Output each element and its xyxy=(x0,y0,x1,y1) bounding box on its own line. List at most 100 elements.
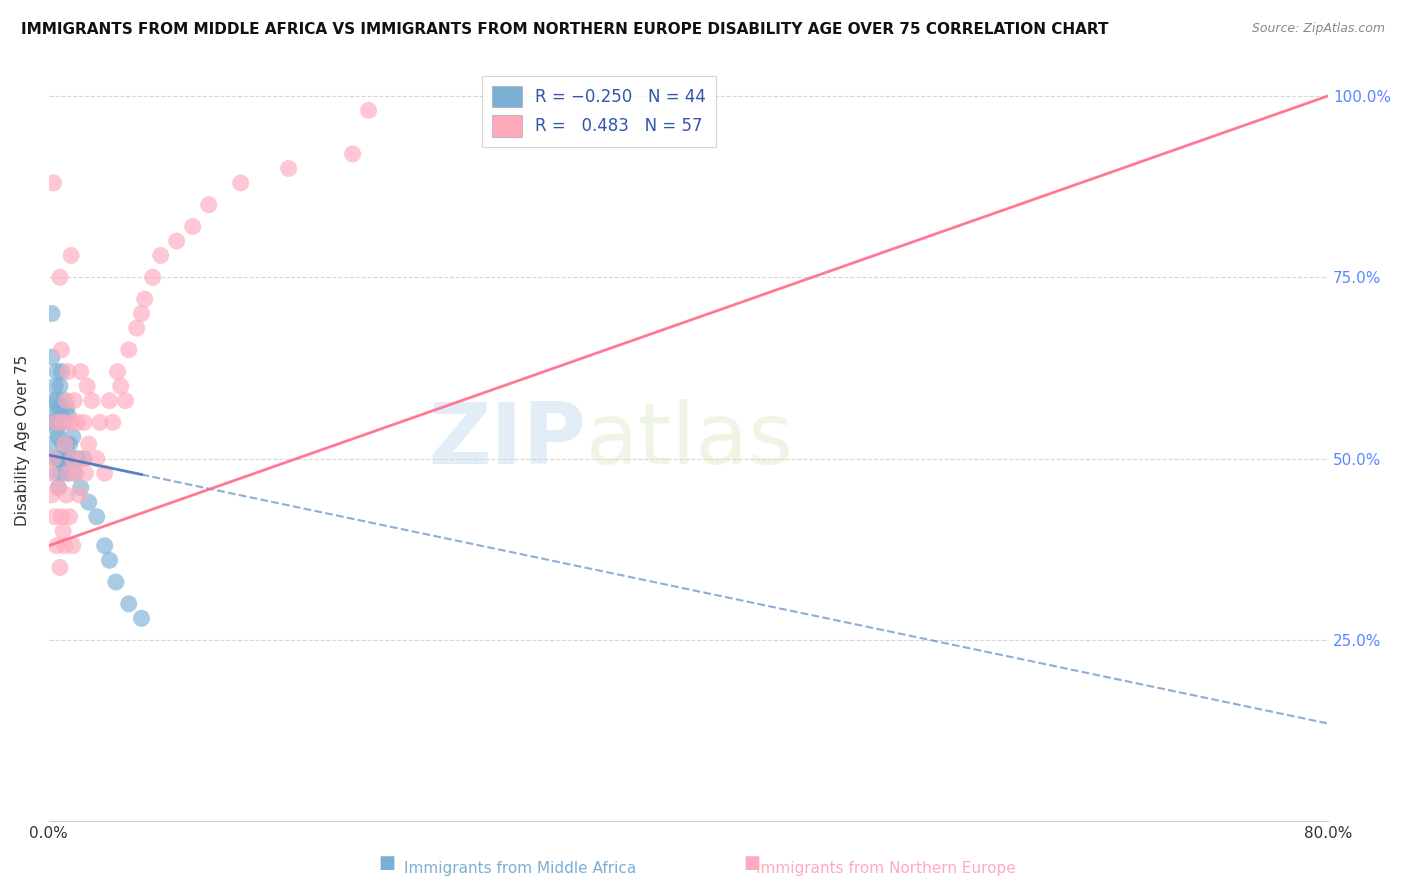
Point xyxy=(52,393,75,408)
Point xyxy=(277,161,299,176)
Point xyxy=(69,481,91,495)
Point xyxy=(45,365,67,379)
Point xyxy=(41,350,63,364)
Point xyxy=(49,451,72,466)
Point xyxy=(52,437,75,451)
Point xyxy=(52,416,75,430)
Point xyxy=(53,451,76,466)
Point xyxy=(44,451,66,466)
Point xyxy=(44,509,66,524)
Point xyxy=(39,466,62,480)
Point xyxy=(60,248,83,262)
Point xyxy=(104,574,127,589)
Point xyxy=(93,466,115,480)
Text: Immigrants from Middle Africa: Immigrants from Middle Africa xyxy=(404,861,637,876)
Point xyxy=(52,524,75,539)
Point xyxy=(98,553,121,567)
Point xyxy=(114,393,136,408)
Point xyxy=(66,451,89,466)
Text: IMMIGRANTS FROM MIDDLE AFRICA VS IMMIGRANTS FROM NORTHERN EUROPE DISABILITY AGE : IMMIGRANTS FROM MIDDLE AFRICA VS IMMIGRA… xyxy=(21,22,1108,37)
Point xyxy=(118,343,141,357)
Point xyxy=(42,393,65,408)
Point xyxy=(73,451,96,466)
Point xyxy=(55,437,77,451)
Point xyxy=(131,307,153,321)
Text: ZIP: ZIP xyxy=(429,399,586,482)
Point xyxy=(45,539,67,553)
Point xyxy=(110,379,132,393)
Point xyxy=(45,423,67,437)
Point xyxy=(89,416,111,430)
Legend: R = −0.250   N = 44, R =   0.483   N = 57: R = −0.250 N = 44, R = 0.483 N = 57 xyxy=(482,76,716,146)
Point xyxy=(86,509,108,524)
Point xyxy=(342,147,364,161)
Point xyxy=(101,416,124,430)
Point xyxy=(66,416,89,430)
Point xyxy=(73,416,96,430)
Point xyxy=(45,393,67,408)
Point xyxy=(86,451,108,466)
Point xyxy=(45,466,67,480)
Point xyxy=(69,365,91,379)
Point xyxy=(357,103,380,118)
Point xyxy=(46,451,69,466)
Point xyxy=(181,219,204,234)
Point xyxy=(63,466,86,480)
Point xyxy=(75,466,97,480)
Point xyxy=(46,481,69,495)
Point xyxy=(44,408,66,422)
Point xyxy=(46,430,69,444)
Point xyxy=(46,481,69,495)
Point xyxy=(44,379,66,393)
Point xyxy=(125,321,148,335)
Point xyxy=(46,401,69,415)
Point xyxy=(65,466,87,480)
Point xyxy=(58,509,80,524)
Point xyxy=(60,451,83,466)
Text: Source: ZipAtlas.com: Source: ZipAtlas.com xyxy=(1251,22,1385,36)
Point xyxy=(118,597,141,611)
Point xyxy=(49,270,72,285)
Point xyxy=(58,437,80,451)
Point xyxy=(42,176,65,190)
Point xyxy=(53,437,76,451)
Point xyxy=(53,416,76,430)
Point xyxy=(42,451,65,466)
Point xyxy=(51,408,73,422)
Point xyxy=(39,437,62,451)
Point xyxy=(41,307,63,321)
Point xyxy=(134,292,156,306)
Point xyxy=(62,539,84,553)
Point xyxy=(229,176,252,190)
Point xyxy=(56,466,79,480)
Point xyxy=(49,416,72,430)
Point xyxy=(49,560,72,574)
Point xyxy=(93,539,115,553)
Point xyxy=(41,488,63,502)
Point xyxy=(45,416,67,430)
Point xyxy=(55,401,77,415)
Point xyxy=(80,393,103,408)
Point xyxy=(49,379,72,393)
Point xyxy=(55,488,77,502)
Point xyxy=(149,248,172,262)
Point xyxy=(56,365,79,379)
Point xyxy=(63,393,86,408)
Point xyxy=(77,437,100,451)
Point xyxy=(72,451,94,466)
Point xyxy=(166,234,188,248)
Text: atlas: atlas xyxy=(586,399,794,482)
Point xyxy=(51,466,73,480)
Point xyxy=(51,509,73,524)
Point xyxy=(62,430,84,444)
Text: ■: ■ xyxy=(378,855,395,872)
Point xyxy=(107,365,129,379)
Point xyxy=(131,611,153,625)
Point xyxy=(53,539,76,553)
Point xyxy=(142,270,165,285)
Point xyxy=(67,488,90,502)
Point xyxy=(197,198,219,212)
Point xyxy=(77,495,100,509)
Y-axis label: Disability Age Over 75: Disability Age Over 75 xyxy=(15,355,30,526)
Point xyxy=(51,343,73,357)
